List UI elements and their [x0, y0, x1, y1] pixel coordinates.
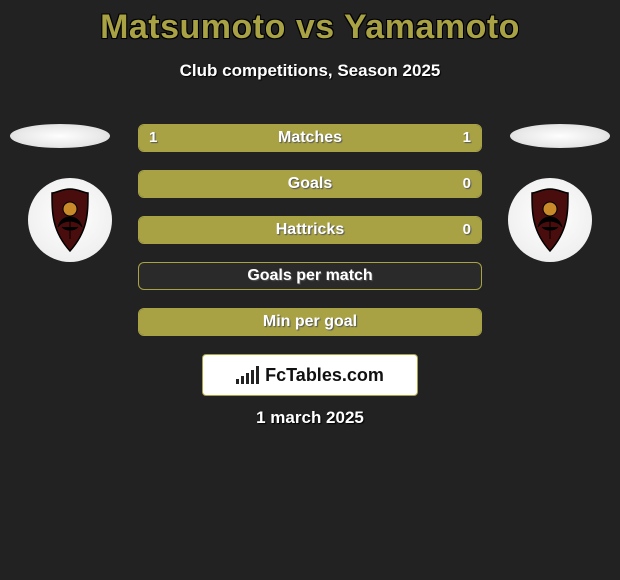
infographic-root: Matsumoto vs Yamamoto Club competitions,… [0, 0, 620, 580]
crest-circle [28, 178, 112, 262]
stat-row: 11Matches [138, 124, 482, 152]
club-crest-left [20, 178, 120, 262]
stat-fill-right [310, 125, 481, 151]
bar-icon-segment [251, 370, 254, 384]
bar-icon-segment [236, 379, 239, 384]
stat-fill-left [139, 125, 310, 151]
stat-row: Min per goal [138, 308, 482, 336]
club-crest-right [500, 178, 600, 262]
crest-circle [508, 178, 592, 262]
stat-fill-left [139, 309, 481, 335]
stat-value-right: 0 [463, 171, 471, 197]
player-badge-right-oval [510, 124, 610, 148]
brand-text: FcTables.com [265, 365, 384, 386]
bar-icon-segment [256, 366, 259, 384]
stat-value-right: 0 [463, 217, 471, 243]
shield-icon [42, 187, 98, 253]
bar-icon-segment [246, 373, 249, 384]
stat-fill-left [139, 171, 481, 197]
page-title: Matsumoto vs Yamamoto [0, 8, 620, 47]
stat-row: 0Goals [138, 170, 482, 198]
stat-label: Goals per match [139, 263, 481, 289]
stat-row: Goals per match [138, 262, 482, 290]
bar-chart-icon [236, 366, 259, 384]
stat-row: 0Hattricks [138, 216, 482, 244]
bar-icon-segment [241, 376, 244, 384]
shield-icon [522, 187, 578, 253]
brand-box: FcTables.com [202, 354, 418, 396]
stat-fill-left [139, 217, 481, 243]
stat-value-left: 1 [149, 125, 157, 151]
stats-area: 11Matches0Goals0HattricksGoals per match… [138, 124, 482, 354]
page-subtitle: Club competitions, Season 2025 [0, 61, 620, 81]
player-badge-left-oval [10, 124, 110, 148]
footer-date: 1 march 2025 [0, 408, 620, 428]
stat-value-right: 1 [463, 125, 471, 151]
